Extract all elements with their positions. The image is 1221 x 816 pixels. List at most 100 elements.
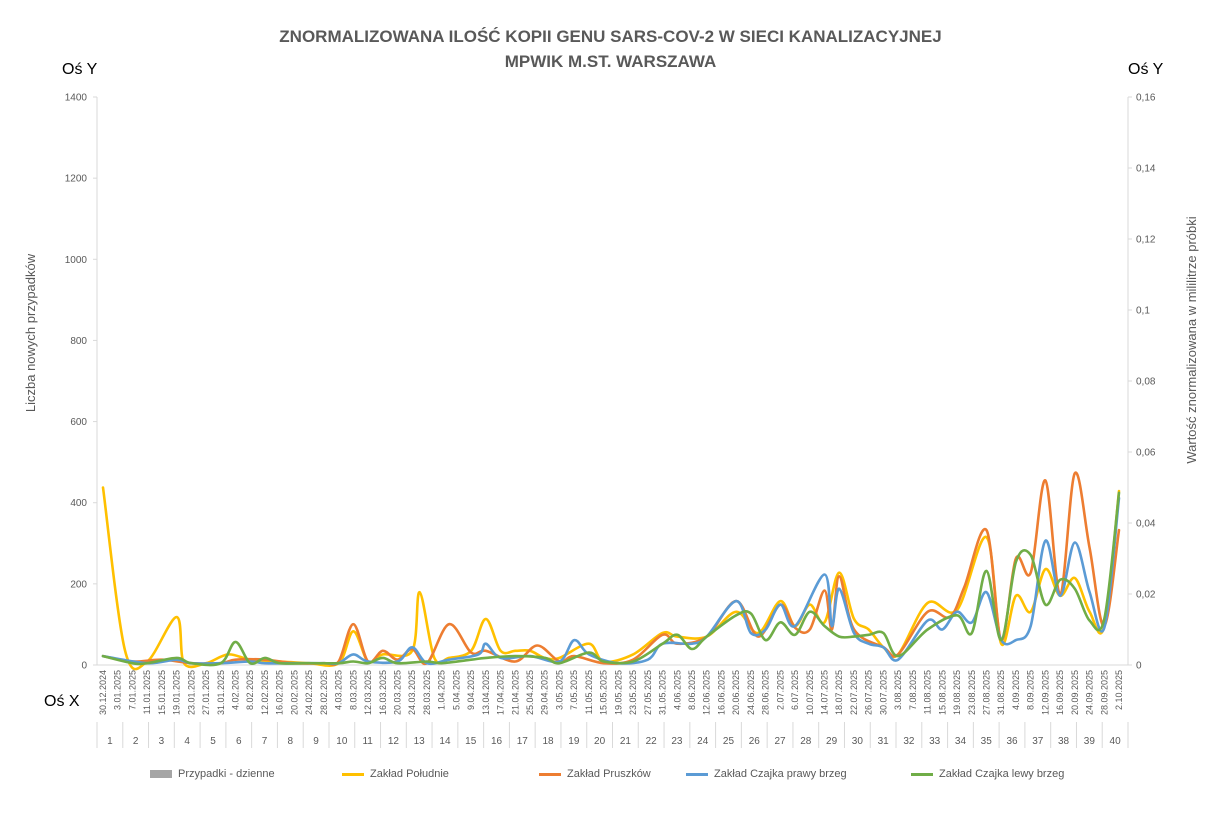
series-line-zak-ad-pruszk-w <box>101 471 1121 667</box>
x-date-tick-label: 26.07.2025 <box>864 670 874 715</box>
x-week-label: 24 <box>697 736 709 747</box>
x-date-tick-label: 20.02.2025 <box>289 670 299 715</box>
x-week-label: 21 <box>620 736 632 747</box>
x-date-tick-label: 4.03.2025 <box>334 670 344 710</box>
x-week-label: 29 <box>826 736 838 747</box>
x-date-tick-label: 4.02.2025 <box>231 670 241 710</box>
x-week-label: 15 <box>465 736 477 747</box>
x-date-tick-label: 7.08.2025 <box>908 670 918 710</box>
right-y-axis-title: Wartość znormalizowana w mililitrze prób… <box>1184 216 1199 463</box>
x-date-tick-label: 10.07.2025 <box>805 670 815 715</box>
legend-label: Zakład Południe <box>370 768 449 780</box>
right-y-tick-label: 0,08 <box>1136 377 1156 388</box>
x-week-label: 16 <box>491 736 503 747</box>
x-date-tick-label: 27.01.2025 <box>201 670 211 715</box>
x-date-tick-label: 20.03.2025 <box>392 670 402 715</box>
legend-swatch <box>911 772 933 776</box>
right-y-tick-label: 0,02 <box>1136 590 1156 601</box>
x-date-tick-label: 31.08.2025 <box>996 670 1006 715</box>
left-y-tick-label: 1200 <box>65 174 88 185</box>
x-date-tick-label: 16.06.2025 <box>716 670 726 715</box>
right-y-axis-corner-label: Oś Y <box>1128 61 1164 78</box>
x-date-tick-label: 21.04.2025 <box>510 670 520 715</box>
x-date-tick-label: 1.04.2025 <box>437 670 447 710</box>
x-week-label: 19 <box>568 736 580 747</box>
x-date-tick-label: 20.09.2025 <box>1070 670 1080 715</box>
chart-title-line2: MPWIK M.ST. WARSZAWA <box>504 52 717 71</box>
left-y-axis-title: Liczba nowych przypadków <box>23 253 38 412</box>
right-y-tick-label: 0,1 <box>1136 306 1150 317</box>
x-week-label: 27 <box>774 736 786 747</box>
left-y-tick-label: 1400 <box>65 93 88 104</box>
x-date-tick-label: 24.02.2025 <box>304 670 314 715</box>
legend-label: Zakład Czajka lewy brzeg <box>939 768 1065 780</box>
x-date-tick-label: 24.09.2025 <box>1085 670 1095 715</box>
x-date-tick-label: 15.05.2025 <box>599 670 609 715</box>
x-week-label: 36 <box>1006 736 1018 747</box>
x-date-tick-label: 16.09.2025 <box>1055 670 1065 715</box>
x-week-label: 18 <box>543 736 555 747</box>
x-date-tick-label: 16.03.2025 <box>378 670 388 715</box>
legend-label: Przypadki - dzienne <box>178 768 275 780</box>
x-week-label: 39 <box>1084 736 1096 747</box>
x-week-label: 1 <box>107 736 113 747</box>
x-date-tick-label: 3.08.2025 <box>893 670 903 710</box>
x-date-tick-label: 8.09.2025 <box>1026 670 1036 710</box>
x-date-tick-label: 16.02.2025 <box>275 670 285 715</box>
x-week-label: 5 <box>210 736 216 747</box>
legend-label: Zakład Czajka prawy brzeg <box>714 768 847 780</box>
x-date-tick-label: 7.01.2025 <box>127 670 137 710</box>
x-week-label: 23 <box>671 736 683 747</box>
legend-item-zak-ad-pruszk-w: Zakład Pruszków <box>539 768 651 780</box>
chart-title: ZNORMALIZOWANA ILOŚĆ KOPII GENU SARS-COV… <box>0 24 1221 74</box>
x-date-tick-label: 5.04.2025 <box>451 670 461 710</box>
left-y-axis-corner-label: Oś Y <box>62 61 98 78</box>
x-week-label: 34 <box>955 736 967 747</box>
x-week-label: 22 <box>646 736 658 747</box>
x-date-tick-label: 19.01.2025 <box>172 670 182 715</box>
x-week-label: 4 <box>184 736 190 747</box>
left-y-tick-label: 200 <box>70 579 87 590</box>
x-date-tick-label: 25.04.2025 <box>525 670 535 715</box>
x-date-tick-label: 28.03.2025 <box>422 670 432 715</box>
x-week-label: 37 <box>1032 736 1044 747</box>
legend-swatch <box>686 772 708 776</box>
x-date-tick-label: 7.05.2025 <box>569 670 579 710</box>
right-y-tick-label: 0,16 <box>1136 93 1156 104</box>
x-week-label: 8 <box>288 736 294 747</box>
x-date-tick-label: 4.06.2025 <box>672 670 682 710</box>
legend-label: Zakład Pruszków <box>567 768 651 780</box>
x-date-tick-label: 22.07.2025 <box>849 670 859 715</box>
x-date-tick-label: 30.12.2024 <box>98 670 108 715</box>
x-week-label: 31 <box>878 736 890 747</box>
x-date-tick-label: 11.05.2025 <box>584 670 594 714</box>
x-date-tick-label: 8.02.2025 <box>245 670 255 710</box>
x-week-label: 10 <box>336 736 348 747</box>
x-date-tick-label: 24.06.2025 <box>746 670 756 715</box>
x-date-tick-label: 3.01.2025 <box>113 670 123 710</box>
x-week-label: 33 <box>929 736 941 747</box>
x-date-tick-label: 23.08.2025 <box>967 670 977 715</box>
x-date-tick-label: 30.07.2025 <box>878 670 888 715</box>
x-date-tick-label: 2.07.2025 <box>775 670 785 710</box>
x-date-tick-label: 12.03.2025 <box>363 670 373 715</box>
legend-item-zak-ad-czajka-lewy-brzeg: Zakład Czajka lewy brzeg <box>911 768 1064 780</box>
legend-item-przypadki-dzienne: Przypadki - dzienne <box>150 768 275 780</box>
x-date-tick-label: 31.01.2025 <box>216 670 226 715</box>
right-y-tick-label: 0,06 <box>1136 448 1156 459</box>
x-date-tick-label: 17.04.2025 <box>496 670 506 715</box>
x-date-tick-label: 29.04.2025 <box>540 670 550 715</box>
x-axis-corner-label: Oś X <box>44 693 80 710</box>
legend-swatch <box>150 770 172 779</box>
legend-swatch <box>342 772 364 776</box>
left-y-tick-label: 800 <box>70 336 87 347</box>
x-date-tick-label: 31.05.2025 <box>658 670 668 715</box>
x-week-label: 17 <box>517 736 529 747</box>
x-date-tick-label: 13.04.2025 <box>481 670 491 715</box>
x-date-tick-label: 20.06.2025 <box>731 670 741 715</box>
x-week-label: 26 <box>749 736 761 747</box>
left-y-tick-label: 400 <box>70 498 87 509</box>
x-date-tick-label: 12.06.2025 <box>702 670 712 715</box>
x-week-label: 32 <box>903 736 915 747</box>
